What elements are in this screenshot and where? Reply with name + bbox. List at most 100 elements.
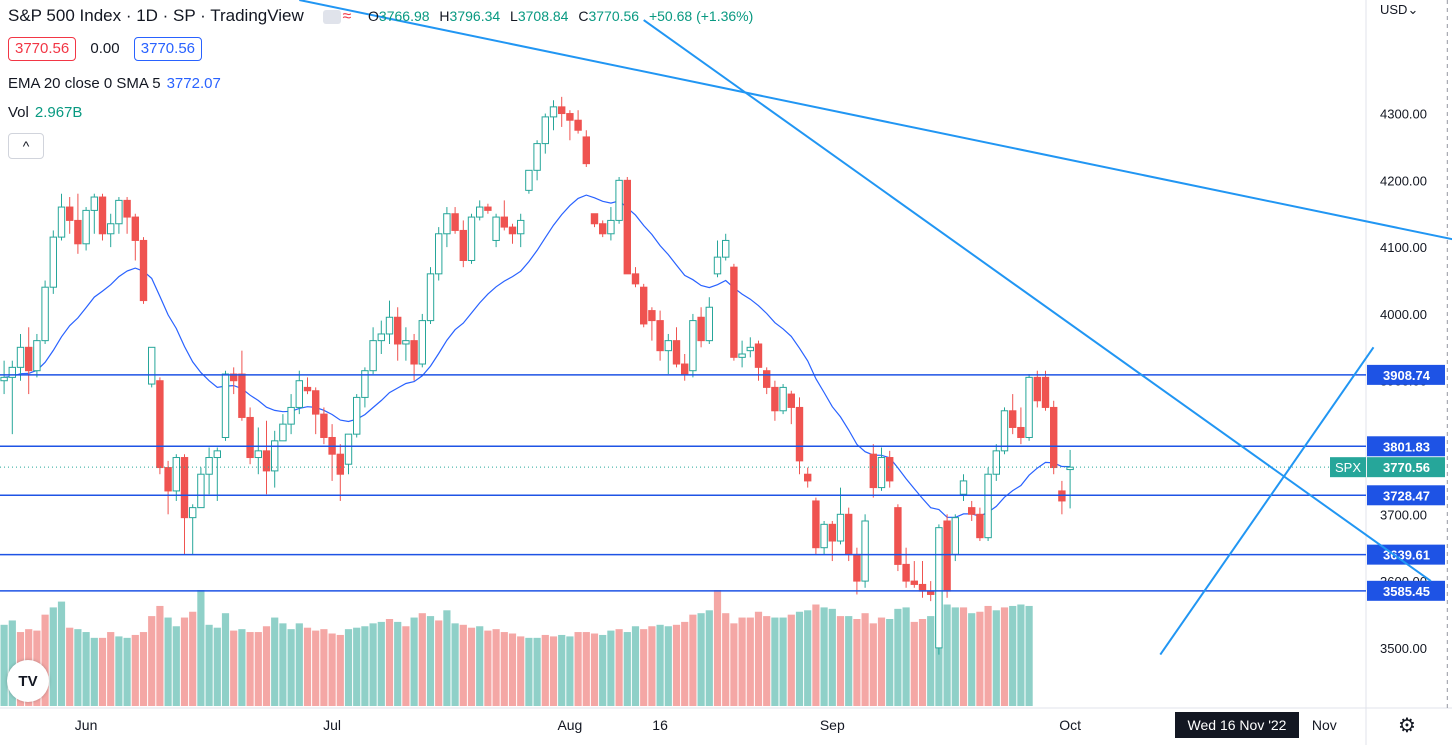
level-label-bg [1367, 485, 1445, 506]
candle-up [418, 320, 427, 365]
candle-down [312, 390, 320, 415]
time-tick-label: Oct [1059, 717, 1081, 733]
sell-button[interactable]: 3770.56 [8, 37, 77, 61]
candle-up [107, 223, 115, 235]
candle-down [451, 213, 459, 231]
candle-down [845, 513, 853, 555]
volume-bar [115, 636, 123, 706]
spread-value: 0.00 [90, 40, 120, 57]
candle-down [640, 286, 648, 325]
candle-up [8, 366, 16, 378]
legend-header: S&P 500 Index · 1D · SP · TradingView ≈ … [8, 4, 759, 29]
volume-bar [361, 626, 369, 706]
candle-down [697, 316, 705, 342]
market-status-icon [322, 9, 341, 24]
volume-bar [295, 623, 303, 706]
volume-bar [656, 624, 664, 706]
volume-bar [902, 607, 910, 706]
ema-label: EMA 20 close 0 SMA 5 [8, 75, 161, 92]
volume-bar [49, 607, 57, 706]
settings-gear-icon[interactable]: ⚙ [1398, 715, 1416, 737]
candle-up [221, 373, 230, 438]
candle-up [746, 346, 754, 352]
candle-up [0, 376, 8, 382]
volume-bar [312, 630, 320, 706]
candle-up [607, 219, 615, 235]
volume-bar [1009, 605, 1017, 706]
chevron-up-icon: ^ [22, 138, 30, 154]
volume-bar [705, 610, 713, 706]
volume-bar [90, 637, 98, 706]
candle-down [582, 136, 590, 165]
candle-down [164, 467, 172, 492]
volume-bar [426, 616, 435, 706]
volume-bar [951, 607, 959, 706]
candle-up [361, 370, 369, 398]
candle-up [1066, 466, 1074, 471]
candle-down [648, 310, 656, 322]
candle-down [500, 216, 509, 228]
volume-bar [713, 590, 722, 706]
candle-down [484, 206, 492, 211]
volume-bar [590, 633, 599, 706]
volume-bar [246, 632, 254, 706]
volume-bar [541, 634, 549, 706]
time-tick-label: Nov [1312, 717, 1337, 733]
candle-down [459, 229, 468, 261]
volume-bar [467, 627, 476, 706]
candle-down [910, 580, 918, 585]
candle-up [443, 213, 451, 235]
candle-up [49, 236, 57, 288]
candle-down [262, 450, 271, 472]
currency-selector[interactable]: USD⌄ [1380, 2, 1418, 18]
candle-up [615, 179, 623, 221]
candle-up [385, 316, 394, 335]
volume-bar [845, 616, 853, 706]
volume-indicator-legend[interactable]: Vol 2.967B [8, 104, 82, 121]
candle-down [1033, 376, 1041, 402]
candle-up [295, 380, 304, 408]
buy-button[interactable]: 3770.56 [133, 37, 203, 61]
volume-bar [730, 623, 738, 706]
volume-bar [476, 626, 484, 706]
candle-down [410, 340, 418, 365]
time-tick-label: Sep [820, 717, 845, 733]
ema-indicator-legend[interactable]: EMA 20 close 0 SMA 5 3772.07 [8, 75, 221, 92]
candle-down [787, 393, 795, 408]
volume-bar [451, 623, 459, 706]
tradingview-logo[interactable]: TV [7, 660, 49, 702]
candle-down [902, 563, 910, 582]
candle-down [968, 507, 976, 515]
collapse-legend-button[interactable]: ^ [8, 133, 44, 159]
volume-bar [377, 621, 385, 706]
candle-up [877, 457, 886, 489]
candle-up [1000, 410, 1009, 452]
volume-bar [935, 610, 943, 706]
volume-bar [582, 632, 590, 706]
candle-up [205, 457, 213, 475]
volume-bar [631, 626, 640, 706]
volume-bar [927, 616, 935, 706]
volume-bar [672, 624, 681, 706]
candle-down [828, 523, 836, 542]
candle-down [672, 340, 681, 365]
symbol-title[interactable]: S&P 500 Index · 1D · SP · TradingView [8, 6, 304, 25]
candle-down [98, 196, 107, 235]
volume-bar [394, 621, 402, 706]
candle-up [377, 333, 386, 342]
volume-bar [549, 636, 558, 706]
candle-up [492, 216, 500, 241]
candle-down [623, 179, 631, 275]
candle-up [984, 473, 992, 539]
candle-down [1009, 410, 1017, 428]
level-label: 3908.74 [1383, 368, 1431, 383]
candle-down [631, 273, 640, 285]
volume-bar [41, 614, 49, 706]
volume-bar [607, 630, 615, 706]
volume-bar [836, 616, 845, 706]
ohlc-readout: O3766.98 H3796.34 L3708.84 C3770.56 +50.… [368, 8, 754, 24]
volume-bar [968, 613, 976, 706]
volume-bar [262, 626, 271, 706]
volume-bar [812, 604, 820, 706]
